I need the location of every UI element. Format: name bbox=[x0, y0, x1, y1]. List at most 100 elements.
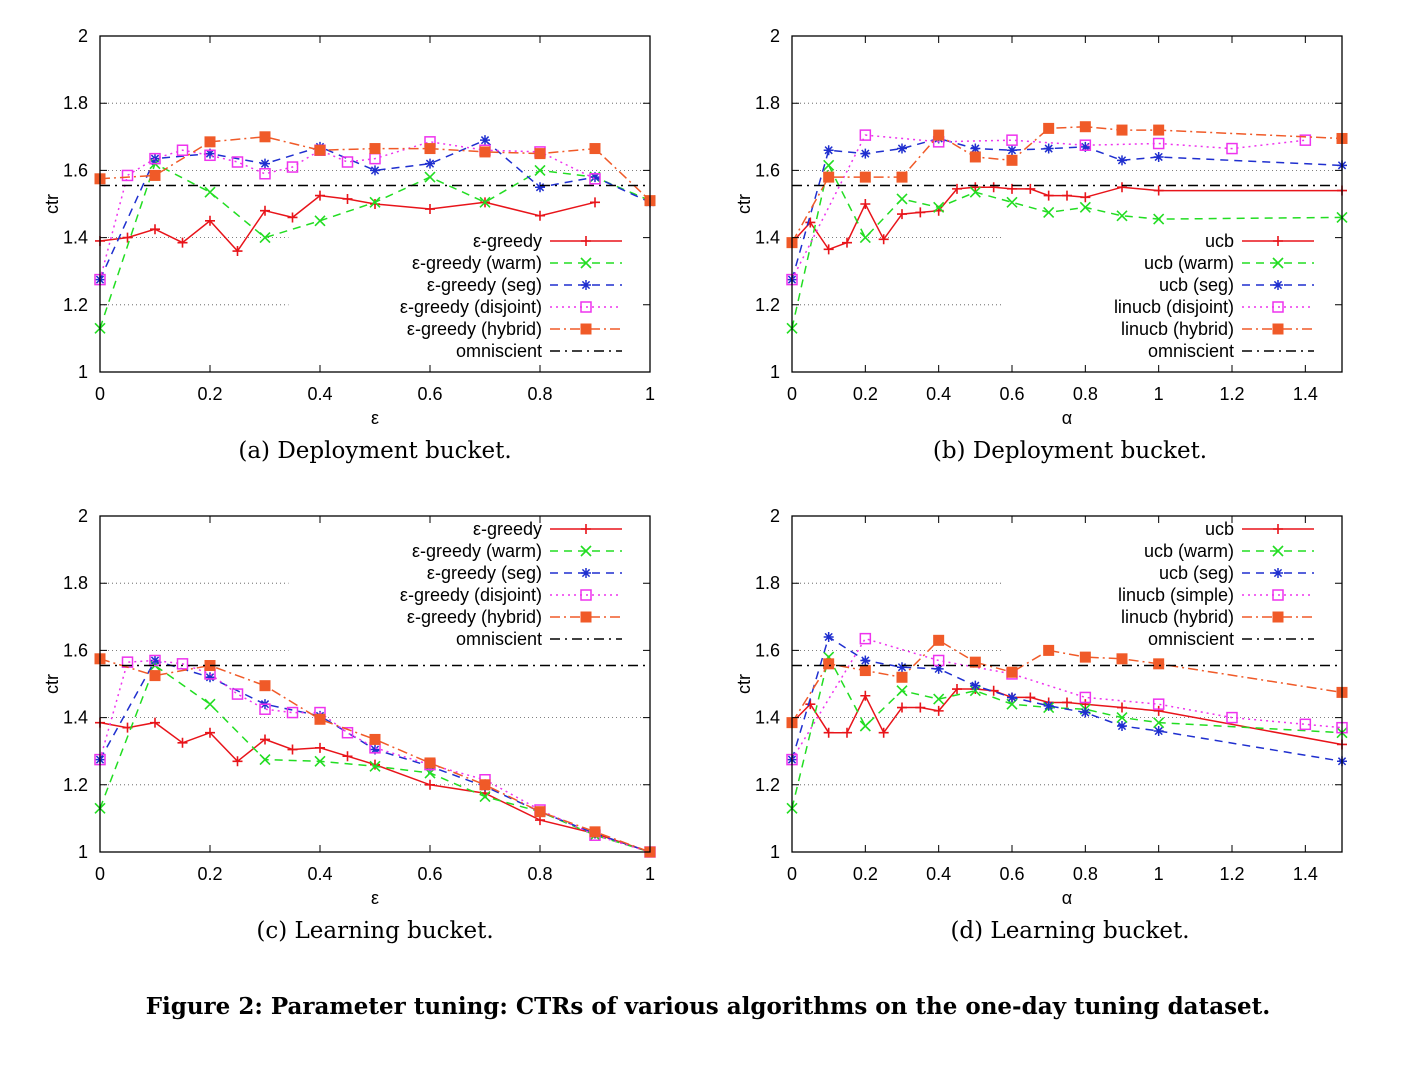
figure-caption: Figure 2: Parameter tuning: CTRs of vari… bbox=[145, 993, 1271, 1020]
data-point bbox=[150, 717, 160, 728]
y-axis-label: ctr bbox=[734, 674, 754, 694]
data-point bbox=[479, 146, 491, 158]
y-tick-label: 1 bbox=[770, 362, 780, 382]
y-tick-label: 1.4 bbox=[63, 708, 88, 728]
data-point bbox=[897, 702, 907, 713]
x-tick-label: 0.8 bbox=[1073, 864, 1098, 884]
x-tick-label: 1.4 bbox=[1293, 384, 1318, 404]
x-tick-label: 1.2 bbox=[1219, 864, 1244, 884]
data-point bbox=[287, 744, 298, 755]
legend-label: ucb (warm) bbox=[1144, 253, 1234, 273]
legend-marker bbox=[1272, 589, 1284, 601]
x-tick-label: 0.6 bbox=[417, 384, 442, 404]
data-point bbox=[424, 757, 436, 769]
legend-label: ε-greedy bbox=[473, 231, 542, 251]
data-point bbox=[369, 143, 381, 155]
data-point bbox=[1080, 699, 1091, 710]
data-point bbox=[1043, 190, 1054, 201]
y-tick-label: 1.8 bbox=[63, 93, 88, 113]
legend-marker bbox=[1272, 545, 1284, 557]
series-0 bbox=[787, 684, 1347, 750]
data-point bbox=[314, 755, 326, 767]
data-point bbox=[205, 215, 215, 226]
data-point bbox=[823, 727, 834, 738]
series-line bbox=[99, 141, 596, 280]
series-line bbox=[791, 134, 1306, 280]
data-point bbox=[842, 727, 852, 738]
legend-label: ε-greedy (seg) bbox=[427, 275, 542, 295]
data-point bbox=[370, 759, 380, 770]
data-point bbox=[933, 201, 945, 213]
data-point bbox=[842, 237, 852, 248]
data-point bbox=[260, 205, 270, 216]
y-axis-label: ctr bbox=[734, 194, 754, 214]
legend-marker bbox=[1272, 257, 1284, 269]
data-point bbox=[259, 680, 271, 692]
series-line bbox=[99, 721, 651, 853]
legend-marker bbox=[1273, 524, 1283, 534]
legend-label: omniscient bbox=[1148, 629, 1234, 649]
data-point bbox=[1043, 644, 1055, 656]
legend-label: ε-greedy bbox=[473, 519, 542, 539]
data-point bbox=[860, 690, 871, 701]
data-point bbox=[1153, 213, 1165, 225]
legend-label: omniscient bbox=[456, 341, 542, 361]
x-tick-label: 0.2 bbox=[853, 864, 878, 884]
legend-label: linucb (disjoint) bbox=[1114, 297, 1234, 317]
y-tick-label: 1.6 bbox=[755, 640, 780, 660]
data-point bbox=[932, 654, 945, 667]
legend-marker bbox=[580, 545, 592, 557]
data-point bbox=[342, 193, 353, 204]
x-tick-label: 0.8 bbox=[1073, 384, 1098, 404]
data-point bbox=[259, 168, 271, 180]
data-point bbox=[425, 779, 435, 790]
x-axis-label: ε bbox=[371, 888, 379, 908]
data-point bbox=[823, 244, 834, 255]
x-tick-label: 1.4 bbox=[1293, 864, 1318, 884]
data-point bbox=[177, 737, 188, 748]
data-point bbox=[896, 193, 908, 205]
legend-label: ε-greedy (warm) bbox=[412, 541, 542, 561]
data-point bbox=[1062, 697, 1072, 708]
x-tick-label: 0.6 bbox=[999, 864, 1024, 884]
data-point bbox=[969, 186, 981, 198]
x-tick-label: 0.6 bbox=[999, 384, 1024, 404]
data-point bbox=[878, 234, 889, 245]
data-point bbox=[589, 173, 601, 185]
legend-label: ε-greedy (disjoint) bbox=[400, 585, 542, 605]
legend-label: linucb (hybrid) bbox=[1121, 607, 1234, 627]
y-tick-label: 2 bbox=[78, 26, 88, 46]
data-point bbox=[205, 727, 215, 738]
data-point bbox=[1153, 717, 1165, 729]
x-tick-label: 0.4 bbox=[307, 384, 332, 404]
data-point bbox=[970, 680, 981, 691]
data-point bbox=[479, 196, 491, 208]
chart-panel-b: 1 1.2 1.4 1.6 1.8 2 0 0.2 0.4 0.6 0.8 1 1.2 1.4 α ctr uc… bbox=[722, 20, 1372, 440]
y-tick-label: 1.2 bbox=[63, 775, 88, 795]
data-point bbox=[1080, 707, 1091, 718]
data-point bbox=[933, 705, 944, 716]
series-line bbox=[791, 639, 1343, 723]
legend-label: ε-greedy (warm) bbox=[412, 253, 542, 273]
data-point bbox=[424, 143, 436, 155]
data-point bbox=[535, 182, 545, 193]
legend-marker bbox=[580, 257, 592, 269]
data-point bbox=[952, 183, 962, 194]
data-point bbox=[1299, 718, 1312, 731]
x-tick-label: 0.2 bbox=[197, 864, 222, 884]
data-point bbox=[896, 685, 908, 697]
x-tick-label: 0 bbox=[787, 384, 797, 404]
x-tick-label: 0 bbox=[95, 384, 105, 404]
data-point bbox=[1043, 206, 1055, 218]
y-axis-label: ctr bbox=[42, 194, 62, 214]
caption-b: (b) Deployment bucket. bbox=[932, 438, 1208, 464]
legend-label: ucb (seg) bbox=[1159, 563, 1234, 583]
chart-b: 1 1.2 1.4 1.6 1.8 2 0 0.2 0.4 0.6 0.8 1 1.2 1.4 α ctr uc… bbox=[734, 26, 1348, 428]
plot-frame bbox=[99, 35, 651, 373]
y-tick-label: 1.2 bbox=[755, 775, 780, 795]
series-line bbox=[99, 659, 651, 853]
legend-marker bbox=[580, 323, 592, 335]
y-tick-label: 1.4 bbox=[755, 228, 780, 248]
data-point bbox=[1116, 712, 1128, 724]
